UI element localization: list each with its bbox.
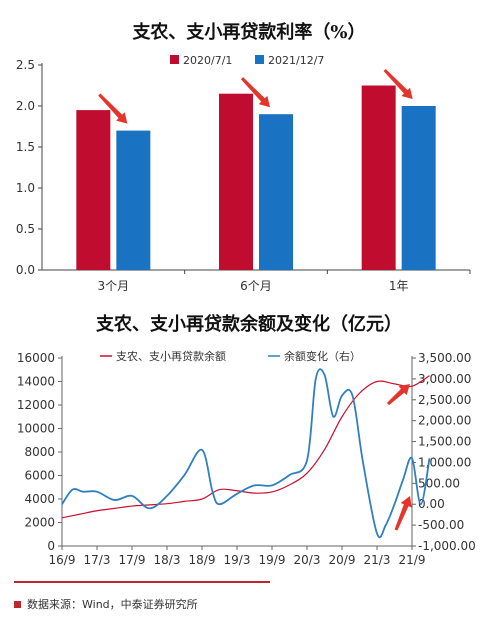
bar-chart: 支农、支小再贷款利率（%） 2020/7/1 2021/12/7 0.0 0.5 1.… <box>16 21 471 293</box>
x-tick-label: 17/9 <box>119 553 146 567</box>
bar-chart-axes: 0.0 0.5 1.0 1.5 2.0 2.5 3个月 6个月 1年 <box>16 58 471 293</box>
line-chart-axes: 0 2000 4000 6000 8000 10000 12000 14000 16000 -1,… <box>17 351 476 567</box>
down-arrow <box>240 77 270 108</box>
source-text: 数据来源：Wind，中泰证券研究所 <box>27 598 198 611</box>
legend-label: 支农、支小再贷款余额 <box>116 349 226 363</box>
line-chart-legend: 支农、支小再贷款余额 余额变化（右） <box>100 349 361 363</box>
bar-chart-annotations <box>98 68 413 124</box>
y-tick-label: 2.5 <box>16 58 35 72</box>
right-tick-label: 1,000.00 <box>418 455 471 469</box>
line-chart-annotations <box>386 384 412 531</box>
left-tick-label: 0 <box>47 539 55 553</box>
x-tick-label: 18/3 <box>154 553 181 567</box>
x-tick-label: 21/3 <box>364 553 391 567</box>
y-tick-label: 1.0 <box>16 181 35 195</box>
legend-swatch <box>170 55 179 64</box>
bar-series1 <box>361 85 396 270</box>
right-tick-label: -1,000.00 <box>418 539 476 553</box>
x-tick-label: 19/9 <box>259 553 286 567</box>
x-tick-label: 1年 <box>389 279 409 293</box>
bar-series2 <box>116 130 151 270</box>
bar-series2 <box>259 114 293 270</box>
bar-series2 <box>401 106 436 270</box>
left-tick-label: 6000 <box>24 469 55 483</box>
left-tick-label: 16000 <box>17 351 55 365</box>
source-marker <box>14 600 21 608</box>
down-arrow <box>98 93 128 124</box>
line-chart-lines <box>61 368 431 539</box>
y-tick-label: 2.0 <box>16 99 35 113</box>
left-tick-label: 14000 <box>17 375 55 389</box>
left-tick-label: 8000 <box>24 445 55 459</box>
x-tick-label: 19/3 <box>224 553 251 567</box>
up-arrow <box>386 384 410 406</box>
line-chart: 支农、支小再贷款余额及变化（亿元） 0 2000 4000 6000 8000 10000… <box>14 313 476 583</box>
balance-line <box>61 375 430 519</box>
left-tick-label: 12000 <box>17 398 55 412</box>
right-tick-label: 0.00 <box>418 497 445 511</box>
y-tick-label: 1.5 <box>16 140 35 154</box>
line-chart-title: 支农、支小再贷款余额及变化（亿元） <box>95 313 402 335</box>
x-tick-label: 21/9 <box>399 553 426 567</box>
x-tick-label: 20/3 <box>294 553 321 567</box>
legend-label: 2020/7/1 <box>183 54 232 67</box>
bar-series1 <box>76 110 111 270</box>
y-tick-label: 0.5 <box>16 222 35 236</box>
bar-chart-legend: 2020/7/1 2021/12/7 <box>170 54 324 67</box>
bar-series1 <box>219 93 253 270</box>
bar-chart-bars <box>76 85 436 270</box>
right-tick-label: 3,500.00 <box>418 351 471 365</box>
left-tick-label: 10000 <box>17 422 55 436</box>
right-tick-label: 2,000.00 <box>418 414 471 428</box>
legend-label: 余额变化（右） <box>284 349 361 363</box>
left-tick-label: 2000 <box>24 516 55 530</box>
right-tick-label: 2,500.00 <box>418 393 471 407</box>
up-arrow <box>394 496 412 531</box>
change-line <box>61 368 431 539</box>
legend-swatch <box>255 55 264 64</box>
left-tick-label: 4000 <box>24 492 55 506</box>
right-tick-label: -500.00 <box>418 518 464 532</box>
x-tick-label: 16/9 <box>49 553 76 567</box>
x-tick-label: 20/9 <box>329 553 356 567</box>
source-note: 数据来源：Wind，中泰证券研究所 <box>14 596 198 612</box>
right-tick-label: 500.00 <box>418 476 460 490</box>
right-tick-label: 3,000.00 <box>418 372 471 386</box>
down-arrow <box>383 68 413 99</box>
legend-label: 2021/12/7 <box>268 54 324 67</box>
x-tick-label: 18/9 <box>189 553 216 567</box>
x-tick-label: 17/3 <box>84 553 111 567</box>
x-tick-label: 6个月 <box>240 279 272 293</box>
right-tick-label: 1,500.00 <box>418 435 471 449</box>
x-tick-label: 3个月 <box>98 279 130 293</box>
bar-chart-title: 支农、支小再贷款利率（%） <box>131 21 365 43</box>
y-tick-label: 0.0 <box>16 263 35 277</box>
